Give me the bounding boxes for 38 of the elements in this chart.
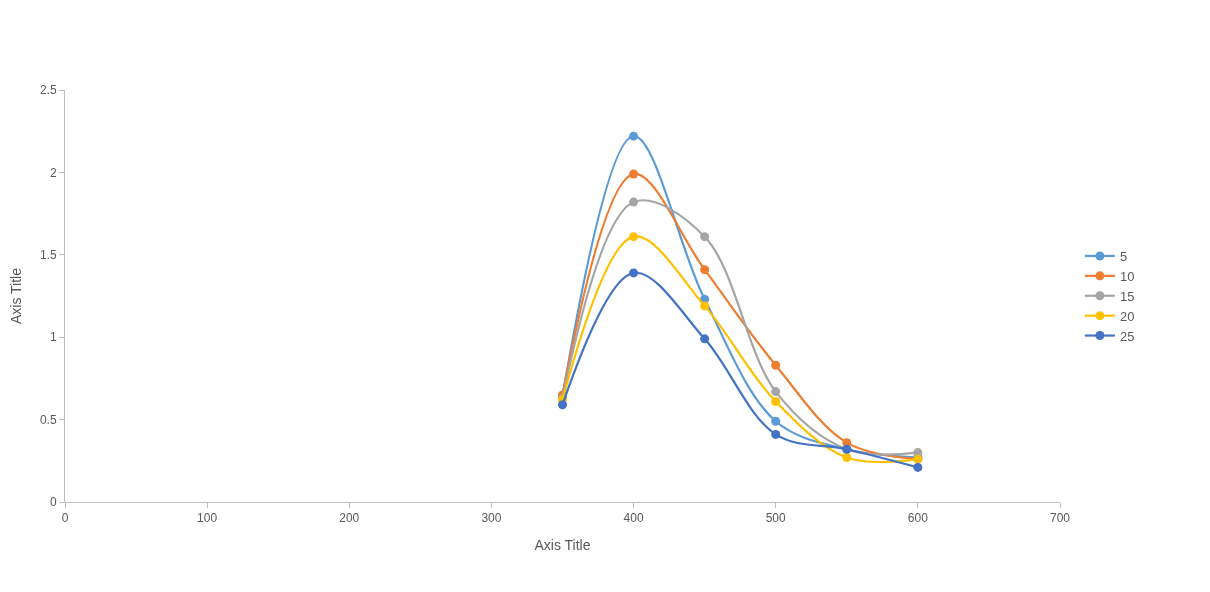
point: [629, 169, 639, 179]
x-tick-label: 100: [197, 511, 218, 526]
y-tick-label: 1.5: [39, 248, 57, 262]
legend-label: 20: [1119, 308, 1135, 324]
point: [842, 453, 852, 462]
x-tick-label: 200: [339, 511, 360, 526]
point: [700, 232, 710, 242]
legend-label: 25: [1119, 328, 1135, 344]
y-tick-label: 2: [49, 165, 57, 180]
point: [771, 387, 781, 397]
y-tick-label: 2.5: [39, 83, 57, 98]
point: [913, 462, 923, 472]
point: [771, 429, 781, 439]
x-tick-label: 500: [765, 511, 787, 526]
legend-label: 10: [1119, 268, 1135, 284]
y-axis-title: Axis Title: [7, 267, 24, 325]
point: [771, 416, 781, 426]
point: [700, 334, 710, 344]
x-tick-label: 0: [61, 511, 69, 526]
point: [629, 131, 639, 141]
x-axis-title: Axis Title: [534, 536, 591, 553]
point: [629, 268, 639, 278]
point: [629, 197, 639, 207]
point: [771, 360, 781, 370]
y-tick-label: 0: [49, 495, 57, 510]
legend-label: 5: [1119, 249, 1128, 265]
x-tick-label: 300: [481, 511, 502, 526]
legend-label: 15: [1119, 288, 1135, 304]
y-tick-label: 0.5: [39, 412, 57, 427]
point: [629, 232, 639, 242]
point: [700, 265, 710, 275]
point: [558, 400, 567, 410]
point: [700, 301, 710, 311]
x-tick-label: 400: [623, 511, 644, 526]
point: [771, 396, 781, 406]
y-tick-label: 1: [49, 330, 57, 345]
x-tick-label: 700: [1049, 511, 1071, 526]
x-tick-label: 600: [907, 511, 929, 526]
